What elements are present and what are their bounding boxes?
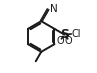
Text: S: S	[60, 28, 69, 41]
Text: Cl: Cl	[72, 29, 81, 39]
Text: O: O	[57, 36, 64, 46]
Text: O: O	[65, 36, 72, 46]
Text: N: N	[50, 4, 58, 14]
